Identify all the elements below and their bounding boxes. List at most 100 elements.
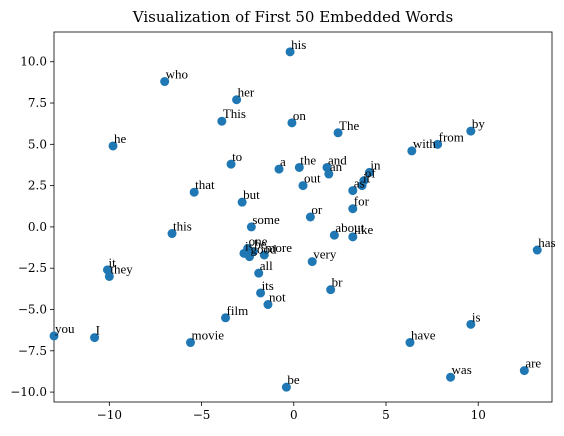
- x-tick-label: −10: [97, 408, 122, 422]
- point-label: some: [252, 212, 280, 227]
- x-tick-label: 10: [471, 408, 486, 422]
- point-label: This: [223, 106, 246, 121]
- y-tick-label: 2.5: [28, 179, 47, 193]
- point-label: one: [249, 233, 268, 248]
- point-label: with: [413, 136, 437, 151]
- point-label: her: [238, 85, 255, 100]
- data-point: [221, 313, 231, 323]
- data-point: [246, 222, 256, 232]
- point-label: are: [525, 356, 541, 371]
- point-label: I: [96, 323, 100, 338]
- data-point: [281, 382, 291, 392]
- point-label: an: [330, 159, 343, 174]
- data-point: [333, 128, 343, 138]
- point-label: is: [472, 309, 481, 324]
- point-label: on: [293, 108, 307, 123]
- point-label: to: [232, 149, 242, 164]
- x-tick-label: 0: [290, 408, 298, 422]
- data-point: [245, 252, 255, 262]
- data-point: [287, 118, 297, 128]
- y-tick-label: −7.5: [18, 344, 47, 358]
- point-label: it: [108, 255, 116, 270]
- point-label: is: [245, 238, 254, 253]
- data-point: [104, 271, 114, 281]
- point-label: he: [114, 131, 127, 146]
- data-point: [405, 338, 415, 348]
- data-point: [189, 187, 199, 197]
- point-label: be: [287, 372, 300, 387]
- point-label: as: [354, 176, 365, 191]
- point-label: the: [300, 152, 316, 167]
- data-point: [226, 159, 236, 169]
- data-point: [108, 141, 118, 151]
- point-label: more: [265, 240, 292, 255]
- point-label: but: [243, 187, 260, 202]
- y-tick-label: 0.0: [28, 220, 47, 234]
- y-tick-label: −10.0: [10, 385, 47, 399]
- y-tick-label: 10.0: [20, 55, 47, 69]
- data-point: [254, 268, 264, 278]
- data-point: [259, 250, 269, 260]
- x-tick-label: −5: [193, 408, 211, 422]
- point-label: be: [254, 237, 267, 252]
- data-point: [364, 167, 374, 177]
- point-label: his: [291, 37, 306, 52]
- point-label: or: [311, 202, 323, 217]
- point-label: like: [354, 222, 374, 237]
- data-point: [307, 257, 317, 267]
- y-tick-label: 7.5: [28, 96, 47, 110]
- point-label: good: [251, 242, 278, 257]
- point-label: has: [538, 235, 555, 250]
- point-label: movie: [191, 328, 224, 343]
- data-point: [256, 288, 266, 298]
- data-point: [305, 212, 315, 222]
- data-point: [217, 116, 227, 126]
- point-label: they: [110, 261, 133, 276]
- point-label: that: [195, 177, 215, 192]
- chart-title: Visualization of First 50 Embedded Words: [132, 8, 453, 26]
- data-point: [232, 95, 242, 105]
- data-point: [263, 300, 273, 310]
- plot-frame: [53, 31, 553, 403]
- point-label: who: [166, 67, 188, 82]
- data-point: [324, 169, 334, 179]
- data-point: [274, 164, 284, 174]
- point-label: about: [335, 220, 364, 235]
- y-tick-label: 5.0: [28, 137, 47, 151]
- data-point: [49, 331, 59, 341]
- point-label: very: [313, 247, 337, 262]
- data-point: [329, 230, 339, 240]
- x-tick-label: 5: [382, 408, 390, 422]
- point-label: was: [452, 362, 472, 377]
- point-label: have: [411, 328, 436, 343]
- point-label: The: [339, 118, 359, 133]
- data-point: [348, 232, 358, 242]
- point-label: its: [262, 278, 274, 293]
- x-axis: −10 −5 0 5 10: [97, 402, 486, 422]
- point-label: for: [354, 194, 370, 209]
- point-label: film: [227, 303, 249, 318]
- data-point: [357, 181, 367, 191]
- y-tick-label: −2.5: [18, 261, 47, 275]
- data-point: [294, 162, 304, 172]
- point-label: in: [370, 157, 381, 172]
- data-point: [466, 126, 476, 136]
- point-label: this: [173, 219, 192, 234]
- point-label: br: [332, 275, 344, 290]
- data-point: [446, 372, 456, 382]
- data-point: [407, 146, 417, 156]
- data-point: [90, 333, 100, 343]
- data-point: [160, 77, 170, 87]
- data-point: [185, 338, 195, 348]
- point-label: you: [55, 321, 75, 336]
- point-label: of: [365, 166, 377, 181]
- point-label: a: [280, 154, 286, 169]
- y-axis: −10.0 −7.5 −5.0 −2.5 0.0 2.5 5.0 7.5 10.0: [10, 55, 54, 399]
- data-point: [348, 186, 358, 196]
- point-label: it: [363, 171, 371, 186]
- data-point: [237, 197, 247, 207]
- data-point: [348, 204, 358, 214]
- data-point: [167, 229, 177, 239]
